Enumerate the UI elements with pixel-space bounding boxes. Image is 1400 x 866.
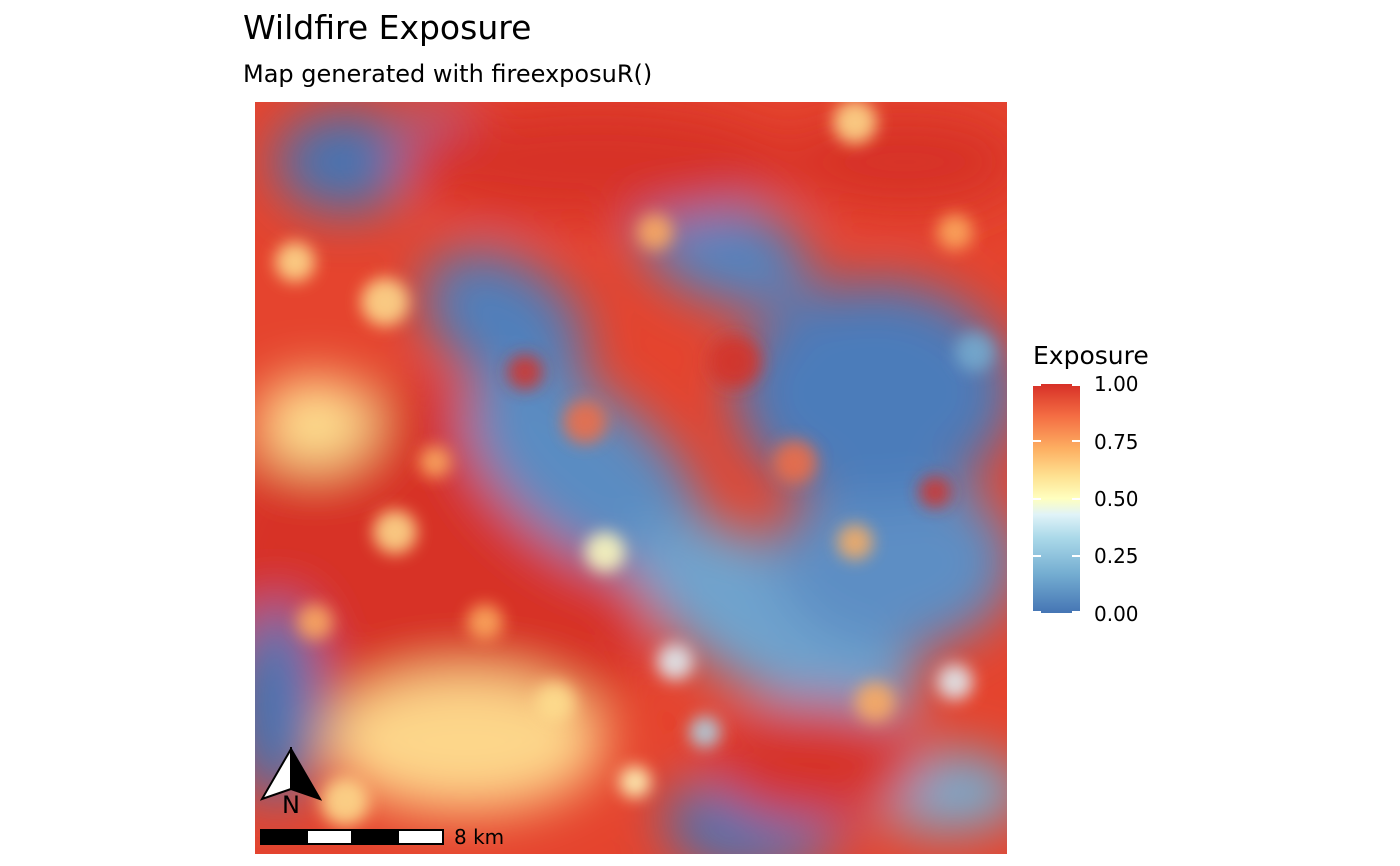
legend-tick [1072, 384, 1080, 386]
exposure-raster-map: N 8 km [255, 102, 1007, 854]
map-title: Wildfire Exposure [243, 8, 532, 47]
legend-label: 0.00 [1094, 602, 1139, 626]
scale-bar-segment [305, 829, 353, 845]
scale-bar-label: 8 km [454, 825, 505, 849]
legend-tick [1033, 611, 1041, 613]
scale-bar-segment [396, 829, 444, 845]
exposure-raster [255, 102, 1007, 854]
scale-bar-segment [351, 829, 399, 845]
legend-tick [1072, 555, 1080, 557]
legend-tick [1033, 384, 1041, 386]
legend-tick [1072, 611, 1080, 613]
scale-bar-segment [260, 829, 308, 845]
legend-tick [1072, 440, 1080, 442]
legend-tick [1072, 498, 1080, 500]
legend-label: 0.75 [1094, 430, 1139, 454]
north-arrow-label: N [282, 791, 300, 817]
north-arrow-icon: N [260, 747, 322, 817]
legend-color-bar [1033, 384, 1080, 613]
legend-tick [1033, 555, 1041, 557]
legend-tick [1033, 498, 1041, 500]
scale-bar: 8 km [260, 827, 504, 847]
legend-title: Exposure [1033, 341, 1149, 370]
legend-tick [1033, 440, 1041, 442]
map-subtitle: Map generated with fireexposuR() [243, 60, 653, 88]
legend-label: 0.25 [1094, 544, 1139, 568]
legend-label: 0.50 [1094, 487, 1139, 511]
legend-label: 1.00 [1094, 372, 1139, 396]
